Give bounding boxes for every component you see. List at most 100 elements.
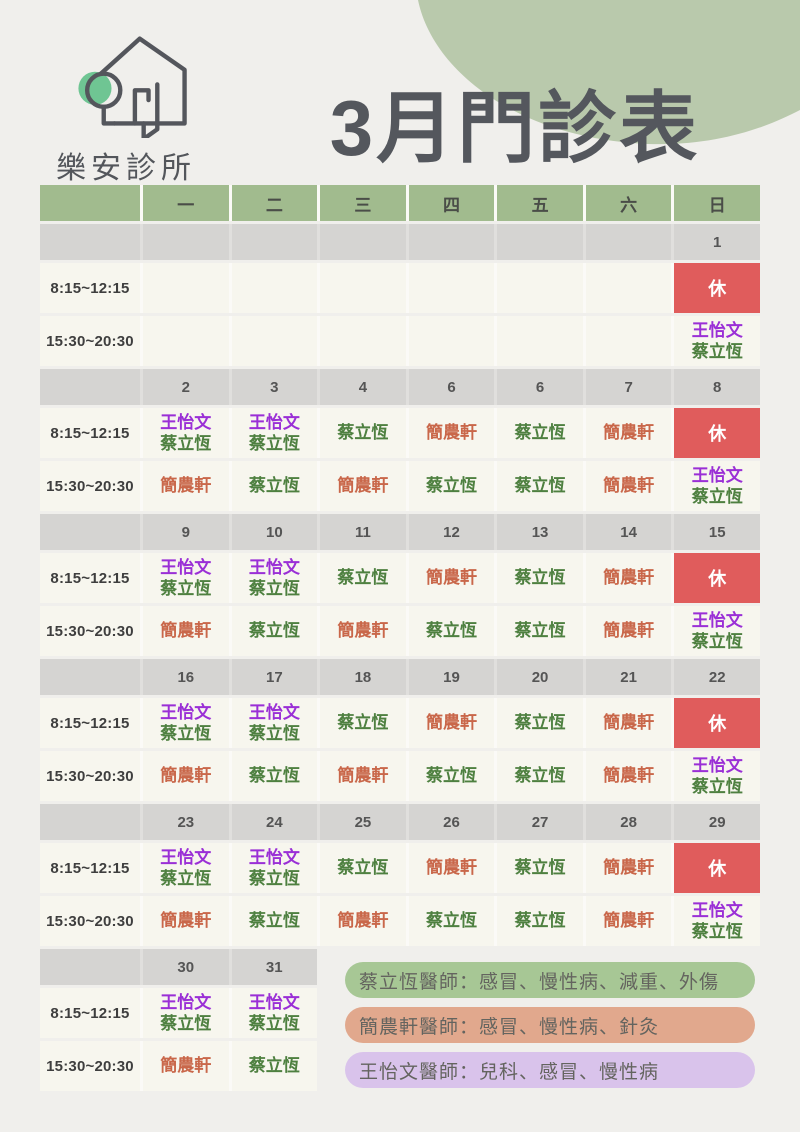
morning-row: 8:15~12:15 休: [40, 263, 760, 313]
doctor-name: 王怡文: [160, 702, 212, 722]
doctor-name: 蔡立恆: [248, 579, 300, 598]
schedule-cell: [585, 316, 672, 366]
schedule-cell: 蔡立恆: [408, 606, 495, 656]
date-cell: [408, 224, 495, 260]
schedule-cell: 簡農軒: [585, 698, 672, 748]
doctor-name: 王怡文: [248, 412, 300, 432]
doctor-name: 蔡立恆: [425, 621, 477, 641]
date-cell: 8: [674, 369, 760, 405]
legend-pill: 簡農軒醫師：感冒、慢性病、針灸: [345, 1007, 755, 1043]
doctor-name: 簡農軒: [603, 568, 655, 588]
doctor-name: 蔡立恆: [514, 713, 566, 733]
date-row-corner: [40, 369, 140, 405]
day-header-cell: 四: [408, 185, 495, 221]
doctor-name: 王怡文: [160, 847, 212, 867]
schedule-cell: 王怡文 蔡立恆: [674, 751, 760, 801]
doctor-name: 王怡文: [248, 557, 300, 577]
schedule-cell: 蔡立恆: [231, 606, 318, 656]
date-row-corner: [40, 224, 140, 260]
time-slot-label: 8:15~12:15: [40, 843, 140, 893]
doctor-name: 蔡立恆: [514, 568, 566, 588]
schedule-cell: [231, 263, 318, 313]
doctor-name: 蔡立恆: [160, 869, 212, 888]
date-cell: 9: [143, 514, 229, 550]
day-header-cell: 日: [674, 185, 760, 221]
date-cell: [231, 224, 318, 260]
doctor-legend: 蔡立恆醫師：感冒、慢性病、減重、外傷 簡農軒醫師：感冒、慢性病、針灸 王怡文醫師：兒…: [345, 962, 755, 1088]
schedule-cell: 簡農軒: [585, 896, 672, 946]
schedule-cell: 簡農軒: [585, 843, 672, 893]
schedule-cell: 王怡文 蔡立恆: [231, 698, 318, 748]
schedule-cell: [320, 263, 406, 313]
date-row-corner: [40, 659, 140, 695]
rest-cell: 休: [674, 843, 760, 893]
doctor-name: 王怡文: [160, 412, 212, 432]
date-cell: 6: [497, 369, 583, 405]
schedule-cell: 蔡立恆: [320, 553, 406, 603]
doctor-name: 王怡文: [691, 320, 743, 340]
date-cell: 19: [408, 659, 495, 695]
doctor-name: 蔡立恆: [514, 476, 566, 496]
date-cell: 12: [408, 514, 495, 550]
time-slot-label: 8:15~12:15: [40, 263, 140, 313]
schedule-cell: [408, 316, 495, 366]
schedule-cell: 簡農軒: [408, 408, 495, 458]
day-header-cell: 六: [585, 185, 672, 221]
time-slot-label: 15:30~20:30: [40, 316, 140, 366]
date-cell: 20: [497, 659, 583, 695]
date-cell: 17: [231, 659, 318, 695]
legend-text: 蔡立恆醫師：感冒、慢性病、減重、外傷: [359, 971, 720, 993]
time-slot-label: 15:30~20:30: [40, 606, 140, 656]
date-cell: 27: [497, 804, 583, 840]
doctor-name: 蔡立恆: [514, 911, 566, 931]
schedule-cell: 王怡文 蔡立恆: [674, 316, 760, 366]
schedule-cell: 蔡立恆: [231, 896, 318, 946]
date-cell: [497, 224, 583, 260]
morning-row: 8:15~12:15 王怡文 蔡立恆 王怡文 蔡立恆 蔡立恆 簡農軒 蔡立恆 簡農軒休: [40, 698, 760, 748]
time-slot-label: 15:30~20:30: [40, 461, 140, 511]
doctor-name: 簡農軒: [160, 766, 212, 786]
date-row: 16 17 18 19 20 21 22: [40, 659, 760, 695]
time-slot-label: 15:30~20:30: [40, 896, 140, 946]
schedule-cell: 簡農軒: [585, 553, 672, 603]
schedule-cell: 王怡文 蔡立恆: [231, 553, 318, 603]
doctor-name: 王怡文: [691, 755, 743, 775]
schedule-cell: 王怡文 蔡立恆: [674, 606, 760, 656]
doctor-name: 蔡立恆: [514, 858, 566, 878]
schedule-cell: [143, 316, 229, 366]
doctor-name: 簡農軒: [337, 476, 389, 496]
doctor-name: 蔡立恆: [248, 766, 300, 786]
day-header-cell: 三: [320, 185, 406, 221]
date-row-corner: [40, 949, 140, 985]
doctor-name: 蔡立恆: [691, 777, 743, 796]
date-row: 1: [40, 224, 760, 260]
day-header-cell: 五: [497, 185, 583, 221]
date-cell: 13: [497, 514, 583, 550]
date-cell: 26: [408, 804, 495, 840]
schedule-cell: 簡農軒: [143, 751, 229, 801]
date-cell: 6: [408, 369, 495, 405]
schedule-cell: [497, 263, 583, 313]
schedule-cell: [408, 263, 495, 313]
doctor-name: 蔡立恆: [425, 476, 477, 496]
date-row: 30 31: [40, 949, 317, 985]
clinic-house-tree-icon: [78, 36, 187, 142]
schedule-cell: 蔡立恆: [497, 408, 583, 458]
doctor-name: 蔡立恆: [337, 858, 389, 878]
schedule-cell: [497, 316, 583, 366]
doctor-name: 王怡文: [248, 992, 300, 1012]
evening-row: 15:30~20:30 簡農軒 蔡立恆 簡農軒 蔡立恆 蔡立恆 簡農軒 王怡文 蔡立恆: [40, 461, 760, 511]
doctor-name: 蔡立恆: [691, 632, 743, 651]
doctor-name: 蔡立恆: [514, 423, 566, 443]
clinic-name: 樂安診所: [56, 152, 196, 185]
schedule-cell: 簡農軒: [585, 461, 672, 511]
date-cell: 24: [231, 804, 318, 840]
schedule-cell: 簡農軒: [585, 606, 672, 656]
doctor-name: 簡農軒: [603, 858, 655, 878]
schedule-cell: 簡農軒: [408, 698, 495, 748]
rest-cell: 休: [674, 263, 760, 313]
date-cell: 28: [585, 804, 672, 840]
schedule-cell: 簡農軒: [143, 1041, 229, 1091]
doctor-name: 簡農軒: [160, 1056, 212, 1076]
